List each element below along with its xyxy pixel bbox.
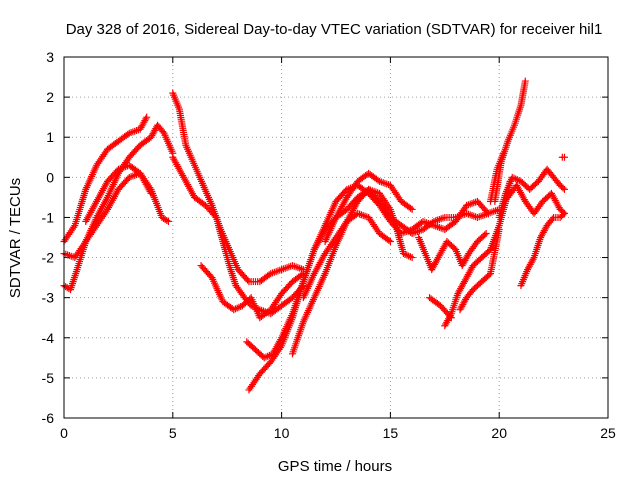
data-point-marker [483,208,491,216]
data-point-marker [548,215,556,223]
data-point-marker [484,209,492,217]
data-point-marker [386,238,394,246]
data-point-marker [529,255,537,263]
data-point-marker [142,115,150,123]
x-tick-label: 10 [274,425,290,441]
y-tick-label: 2 [46,89,54,105]
series-track-19 [495,165,568,221]
y-tick-label: 1 [46,129,54,145]
data-point-marker [163,216,171,224]
data-point-marker [433,255,441,263]
series-track-22 [558,153,568,161]
x-tick-label: 25 [600,425,616,441]
series-track-20 [504,181,568,217]
y-tick-label: 3 [46,49,54,65]
data-point-marker [560,209,568,217]
chart-title: Day 328 of 2016, Sidereal Day-to-day VTE… [66,21,603,38]
plot-frame [63,56,609,419]
series-track-13 [415,229,490,274]
data-point-marker [143,113,151,121]
series-track-18 [486,149,508,205]
x-tick-label: 0 [60,425,68,441]
y-tick-label: -6 [42,410,55,426]
data-point-marker [446,312,454,320]
y-axis-title: SDTVAR / TECUs [7,178,24,298]
data-points [60,77,568,394]
series-track-5 [169,89,307,286]
y-tick-label: -1 [42,209,55,225]
series-track-12 [321,169,416,246]
data-point-marker [559,184,567,192]
data-point-marker [482,229,490,237]
series-track-15 [426,294,455,322]
data-point-marker [495,225,503,233]
data-point-marker [500,149,508,157]
data-point-marker [407,204,415,212]
data-point-marker [147,189,155,197]
x-axis-title: GPS time / hours [278,458,392,475]
data-point-marker [560,153,568,161]
y-tick-label: -4 [42,330,55,346]
data-point-marker [521,77,529,85]
y-tick-label: -2 [42,250,55,266]
data-point-marker [159,128,167,136]
series-track-3 [60,169,172,262]
series-track-21 [517,209,568,290]
data-point-marker [211,212,219,220]
x-tick-label: 15 [383,425,399,441]
series-track-9 [243,181,492,362]
data-point-marker [481,231,489,239]
series-track-11 [299,209,394,302]
data-point-marker [164,217,172,225]
data-point-marker [244,276,252,284]
data-point-marker [408,254,416,262]
y-tick-label: -3 [42,290,55,306]
data-point-marker [447,314,455,322]
data-point-marker [559,211,567,219]
series-track-16 [456,225,503,314]
data-point-marker [385,236,393,244]
y-tick-label: -5 [42,370,55,386]
x-tick-label: 20 [491,425,507,441]
series-track-1 [60,113,151,246]
series-track-4 [82,161,155,225]
x-tick-label: 5 [169,425,177,441]
series-track-10 [288,185,416,358]
data-point-marker [408,205,416,213]
y-tick-label: 0 [46,169,54,185]
data-point-marker [560,185,568,193]
series-track-7 [197,262,307,322]
data-point-marker [459,279,467,287]
